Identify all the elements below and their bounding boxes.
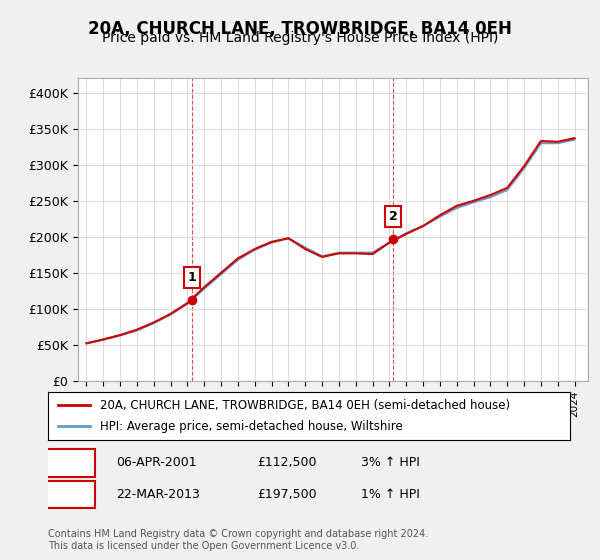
Text: Contains HM Land Registry data © Crown copyright and database right 2024.
This d: Contains HM Land Registry data © Crown c… [48,529,428,551]
Text: 20A, CHURCH LANE, TROWBRIDGE, BA14 0EH: 20A, CHURCH LANE, TROWBRIDGE, BA14 0EH [88,20,512,38]
Text: 1: 1 [65,456,73,469]
Text: HPI: Average price, semi-detached house, Wiltshire: HPI: Average price, semi-detached house,… [100,420,403,433]
Text: Price paid vs. HM Land Registry's House Price Index (HPI): Price paid vs. HM Land Registry's House … [102,31,498,45]
Text: 1% ↑ HPI: 1% ↑ HPI [361,488,420,501]
FancyBboxPatch shape [43,481,95,508]
Text: 22-MAR-2013: 22-MAR-2013 [116,488,200,501]
Text: 3% ↑ HPI: 3% ↑ HPI [361,456,420,469]
Text: £197,500: £197,500 [257,488,316,501]
Text: 2: 2 [389,210,398,223]
Text: £112,500: £112,500 [257,456,316,469]
Text: 1: 1 [188,271,196,284]
Text: 06-APR-2001: 06-APR-2001 [116,456,196,469]
Text: 2: 2 [65,488,73,501]
Text: 20A, CHURCH LANE, TROWBRIDGE, BA14 0EH (semi-detached house): 20A, CHURCH LANE, TROWBRIDGE, BA14 0EH (… [100,399,511,412]
FancyBboxPatch shape [43,449,95,477]
